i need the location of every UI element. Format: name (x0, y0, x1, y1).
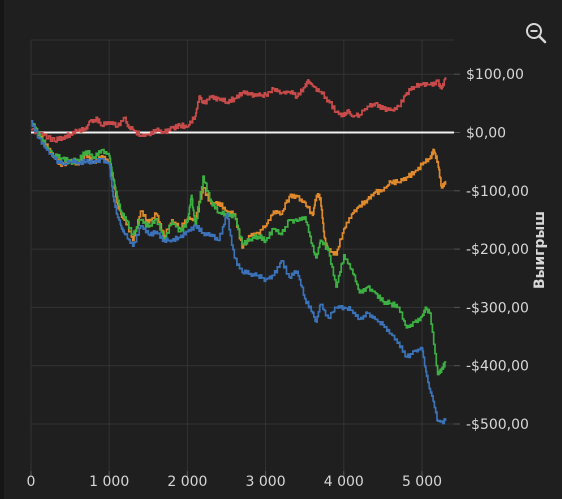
x-tick-label: 1 000 (89, 474, 129, 490)
plot-area (31, 40, 454, 471)
y-axis-title: Выигрыш (532, 211, 548, 289)
y-tick-label: -$100,00 (466, 184, 529, 200)
y-tick-label: -$400,00 (466, 359, 529, 375)
y-tick-label: -$200,00 (466, 242, 529, 258)
y-tick-label: $100,00 (466, 67, 524, 83)
x-tick-label: 0 (27, 474, 36, 490)
y-tick-label: -$300,00 (466, 300, 529, 316)
x-tick-label: 4 000 (324, 474, 364, 490)
x-tick-label: 3 000 (246, 474, 286, 490)
zoom-out-icon (526, 23, 547, 44)
x-axis-ticks: 0 1 000 2 000 3 000 4 000 5 000 (27, 471, 442, 490)
series-line-3 (31, 119, 447, 425)
y-axis-ticks: $100,00 $0,00 -$100,00 -$200,00 -$300,00 -$40… (454, 67, 529, 433)
left-panel-edge (0, 0, 4, 499)
x-tick-label: 5 000 (402, 474, 442, 490)
zoom-out-button[interactable] (524, 21, 548, 45)
series-line-2 (31, 119, 447, 376)
series-group (31, 77, 447, 425)
y-tick-label: -$500,00 (466, 417, 529, 433)
series-line-0 (31, 77, 447, 143)
x-tick-label: 2 000 (167, 474, 207, 490)
y-tick-label: $0,00 (466, 126, 506, 142)
